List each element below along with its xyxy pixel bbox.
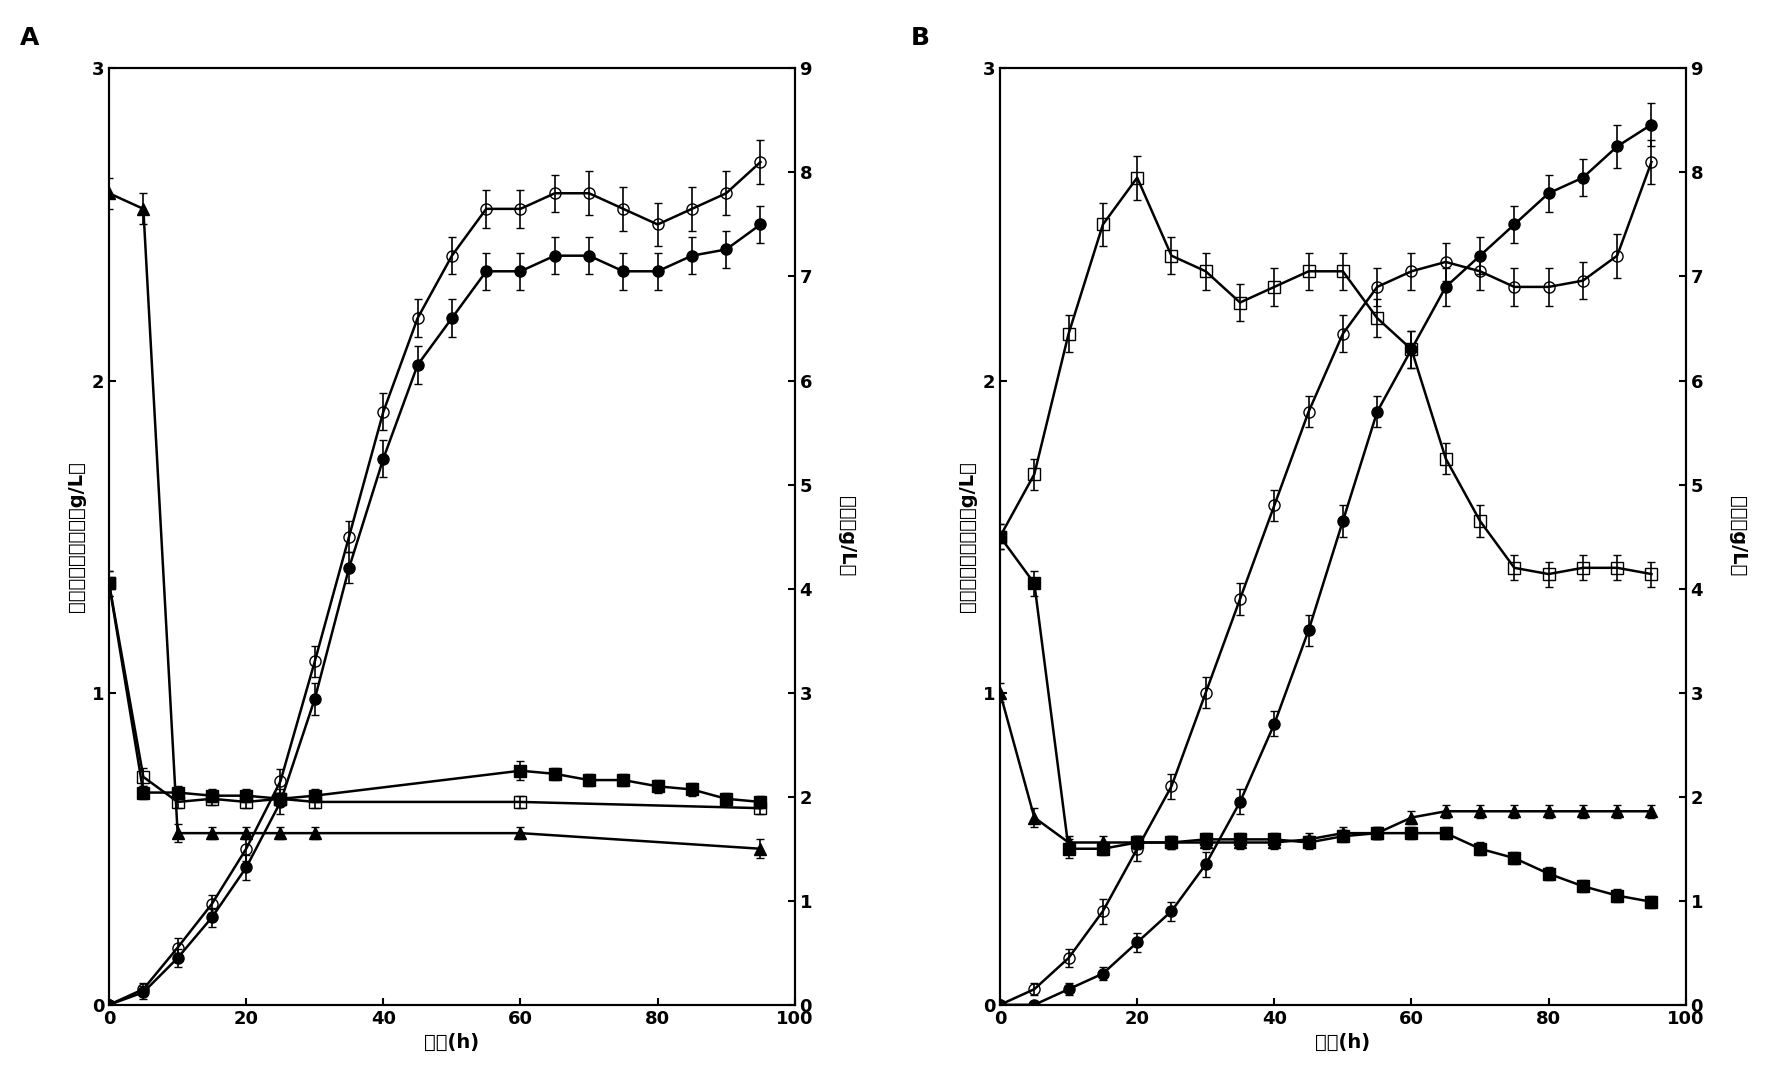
Y-axis label: 纤维二糖和葡萄糖（g/L）: 纤维二糖和葡萄糖（g/L） <box>959 461 976 612</box>
Y-axis label: 纤维二糖和葡萄糖（g/L）: 纤维二糖和葡萄糖（g/L） <box>67 461 87 612</box>
Y-axis label: 乙醇（g/L）: 乙醇（g/L） <box>838 497 856 577</box>
Text: A: A <box>20 26 39 50</box>
X-axis label: 时间(h): 时间(h) <box>424 1034 479 1052</box>
Y-axis label: 乙醇（g/L）: 乙醇（g/L） <box>1729 497 1747 577</box>
Text: B: B <box>911 26 930 50</box>
X-axis label: 时间(h): 时间(h) <box>1315 1034 1370 1052</box>
